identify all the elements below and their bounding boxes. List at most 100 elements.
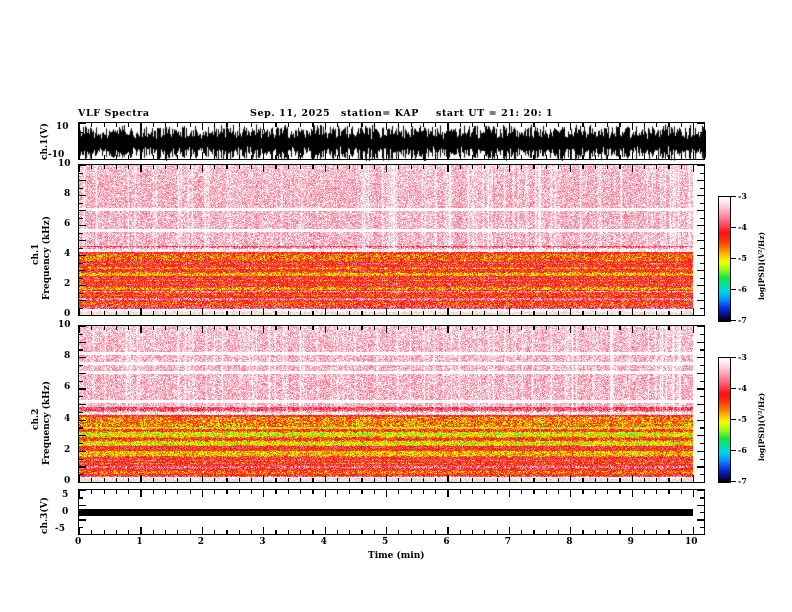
xtick-top bbox=[582, 165, 584, 169]
xtick-bottom bbox=[459, 478, 461, 482]
xtick-bottom bbox=[570, 308, 572, 315]
ytick-left bbox=[79, 210, 86, 212]
xtick-bottom bbox=[496, 530, 498, 534]
colorbar-ch1-frame bbox=[718, 196, 731, 322]
xtick-top bbox=[471, 490, 474, 494]
xtick-bottom bbox=[214, 155, 216, 159]
xtick-top bbox=[619, 123, 621, 127]
xtick-top bbox=[693, 123, 695, 130]
xtick-top bbox=[275, 326, 277, 330]
xtick-bottom bbox=[680, 311, 682, 315]
xtick-top bbox=[386, 165, 388, 172]
xtick-top bbox=[459, 490, 461, 494]
xtick-top bbox=[250, 326, 253, 330]
xtick-top bbox=[300, 490, 302, 494]
xtick-top bbox=[521, 326, 523, 330]
ytick-right bbox=[697, 300, 704, 302]
xtick-top bbox=[226, 326, 228, 330]
xtick-bottom bbox=[177, 478, 179, 482]
colorbar-ch1-tickmark bbox=[731, 258, 736, 260]
colorbar-ch2-tick-label: -5 bbox=[738, 414, 747, 424]
xtick-top bbox=[103, 490, 105, 494]
xtick-bottom bbox=[287, 478, 289, 482]
xtick-top bbox=[386, 123, 388, 130]
ytick-right bbox=[697, 404, 704, 406]
colorbar-ch2-tickmark bbox=[731, 481, 736, 483]
xtick-top bbox=[201, 123, 203, 130]
xtick-bottom bbox=[128, 155, 130, 159]
xtick-top bbox=[545, 490, 547, 494]
xtick-top bbox=[115, 490, 118, 494]
xaxis-label: Time (min) bbox=[368, 551, 425, 561]
xtick-top bbox=[263, 123, 265, 130]
xtick-bottom bbox=[91, 530, 93, 534]
xtick-top bbox=[398, 123, 400, 127]
plot-title: VLF Spectra bbox=[78, 108, 150, 119]
xtick-top bbox=[152, 490, 154, 494]
xtick-top bbox=[140, 326, 142, 333]
ch1-spectrogram-panel bbox=[78, 164, 705, 317]
xtick-bottom bbox=[435, 155, 437, 159]
ytick-right bbox=[697, 285, 704, 287]
ch2-ytick-label: 8 bbox=[64, 351, 71, 362]
ytick-right bbox=[700, 150, 704, 152]
xtick-top bbox=[398, 326, 400, 330]
xtick-top bbox=[312, 326, 314, 330]
xtick-bottom bbox=[238, 155, 240, 159]
xtick-bottom bbox=[226, 478, 228, 482]
ytick-left bbox=[79, 458, 83, 460]
xtick-top bbox=[336, 326, 339, 330]
colorbar-ch2-tickmark bbox=[731, 357, 736, 359]
xtick-top bbox=[250, 165, 253, 169]
ytick-left bbox=[79, 504, 86, 506]
xtick-top bbox=[398, 490, 400, 494]
xtick-top bbox=[238, 123, 240, 127]
xtick-label: 1 bbox=[136, 537, 143, 547]
ytick-right bbox=[697, 435, 704, 437]
xtick-bottom bbox=[128, 530, 130, 534]
xtick-top bbox=[643, 165, 646, 169]
ch2-freq-axis-label: Frequency (kHz) bbox=[42, 380, 52, 465]
xtick-top bbox=[557, 123, 560, 127]
xtick-bottom bbox=[226, 311, 228, 315]
xtick-top bbox=[557, 490, 560, 494]
xtick-bottom bbox=[557, 478, 560, 482]
xtick-bottom bbox=[324, 152, 326, 159]
colorbar-ch2-tick-label: -7 bbox=[738, 476, 747, 486]
xtick-bottom bbox=[287, 530, 289, 534]
colorbar-ch1-gradient bbox=[719, 197, 730, 321]
xtick-bottom bbox=[398, 530, 400, 534]
xtick-top bbox=[484, 490, 486, 494]
xtick-top bbox=[594, 123, 596, 127]
xtick-top bbox=[619, 490, 621, 494]
colorbar-ch1-tick-label: -3 bbox=[738, 191, 747, 201]
xtick-top bbox=[607, 490, 609, 494]
xtick-bottom bbox=[545, 478, 547, 482]
xtick-label: 4 bbox=[320, 537, 327, 547]
xtick-bottom bbox=[263, 475, 265, 482]
xtick-label: 10 bbox=[685, 537, 698, 547]
xtick-top bbox=[570, 165, 572, 172]
xtick-bottom bbox=[238, 311, 240, 315]
xtick-bottom bbox=[164, 311, 167, 315]
xtick-bottom bbox=[189, 155, 191, 159]
xtick-top bbox=[128, 490, 130, 494]
xtick-top bbox=[275, 165, 277, 169]
xtick-top bbox=[152, 165, 154, 169]
colorbar-ch2-tick-label: -4 bbox=[738, 383, 747, 393]
xtick-top bbox=[643, 490, 646, 494]
xtick-bottom bbox=[312, 155, 314, 159]
xtick-bottom bbox=[668, 530, 670, 534]
ytick-right bbox=[700, 458, 704, 460]
ch1-ytick-label: 8 bbox=[64, 189, 71, 199]
ytick-left bbox=[79, 326, 86, 328]
xtick-bottom bbox=[349, 155, 351, 159]
ytick-left bbox=[79, 512, 83, 514]
xtick-bottom bbox=[361, 155, 363, 159]
xtick-top bbox=[214, 326, 216, 330]
ytick-right bbox=[700, 217, 704, 219]
xtick-bottom bbox=[656, 311, 658, 315]
xtick-top bbox=[668, 490, 670, 494]
ch3-ytick-neg5: -5 bbox=[55, 524, 65, 534]
ytick-right bbox=[697, 225, 704, 227]
